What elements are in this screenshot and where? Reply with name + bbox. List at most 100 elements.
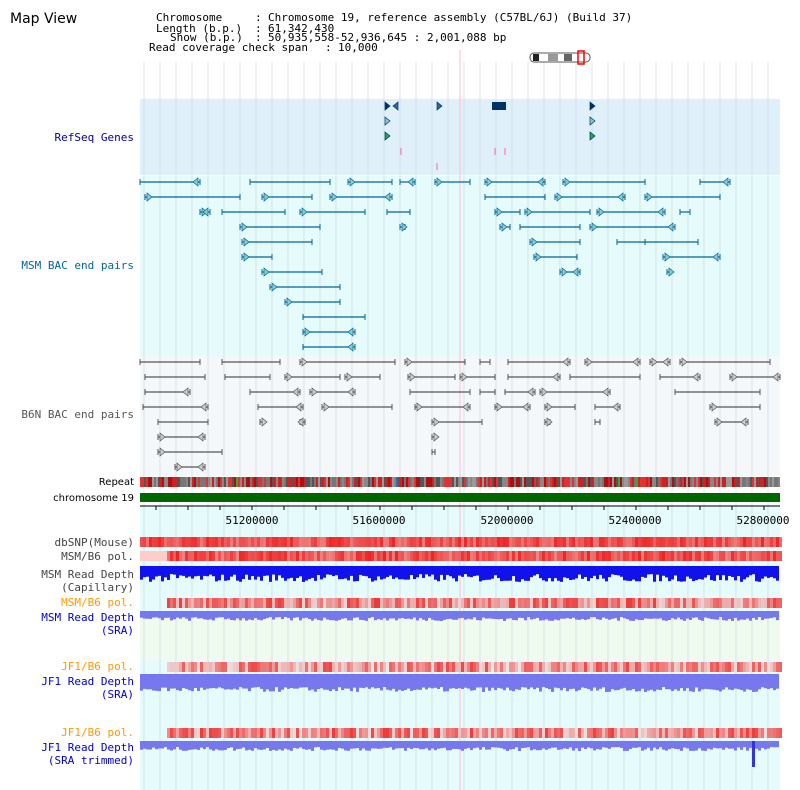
repeat-segment (588, 477, 590, 487)
bac-end-marker (731, 372, 738, 382)
heat-cell (302, 551, 305, 561)
heat-cell (692, 551, 695, 561)
depth-bar (155, 674, 158, 691)
b6n-bac-pairs-track[interactable] (139, 357, 781, 472)
heat-cell (215, 662, 218, 672)
heat-cell (653, 551, 656, 561)
heat-cell (644, 662, 647, 672)
repeat-segment (298, 477, 300, 487)
repeat-segment (198, 477, 200, 487)
heat-cell (200, 551, 203, 561)
heat-cell (398, 728, 401, 738)
heat-cell (671, 662, 674, 672)
depth-bar (218, 741, 221, 751)
repeat-segment (358, 477, 360, 487)
depth-bar (407, 566, 410, 580)
repeat-segment (572, 477, 574, 487)
heat-cell (380, 598, 383, 608)
label-msm-b6-pol-1: MSM/B6 pol. (61, 550, 134, 563)
heat-cell (560, 598, 563, 608)
refseq-genes-track[interactable] (384, 101, 596, 170)
depth-bar (152, 566, 155, 580)
heat-cell (461, 598, 464, 608)
repeat-segment (720, 477, 722, 487)
heat-cell (719, 662, 722, 672)
repeat-segment (534, 477, 536, 487)
depth-bar (533, 741, 536, 750)
heat-cell (719, 551, 722, 561)
bac-end-marker (301, 207, 308, 217)
depth-bar (443, 674, 446, 692)
repeat-segment (464, 477, 466, 487)
heat-cell (746, 537, 749, 547)
depth-bar (722, 741, 725, 750)
repeat-segment (468, 477, 470, 487)
heat-cell (722, 537, 725, 547)
depth-bar (530, 566, 533, 578)
heat-cell (182, 537, 185, 547)
heat-cell (308, 551, 311, 561)
heat-cell (638, 551, 641, 561)
heat-cell (182, 728, 185, 738)
heat-cell (485, 598, 488, 608)
heat-cell (287, 537, 290, 547)
heat-cell (329, 662, 332, 672)
heat-cell (602, 728, 605, 738)
heat-cell (587, 598, 590, 608)
repeat-segment (158, 477, 160, 487)
depth-bar (464, 611, 467, 620)
depth-bar (413, 741, 416, 748)
depth-bar (707, 741, 710, 749)
heat-cell (584, 537, 587, 547)
depth-bar (533, 566, 536, 576)
depth-bar (221, 566, 224, 575)
heat-cell (242, 537, 245, 547)
heat-cell (758, 662, 761, 672)
heat-cell (716, 537, 719, 547)
depth-bar (608, 611, 611, 620)
msm-bac-pairs-track[interactable] (139, 177, 731, 352)
depth-bar (218, 566, 221, 581)
heat-cell (767, 537, 770, 547)
depth-bar (359, 741, 362, 751)
axis-tick-label: 51200000 (226, 514, 279, 527)
depth-bar (524, 611, 527, 621)
label-jf1-depth-trim-1: JF1 Read Depth (41, 741, 134, 754)
heat-cell (329, 551, 332, 561)
heat-cell (269, 537, 272, 547)
depth-bar (431, 674, 434, 689)
depth-bar (386, 741, 389, 748)
heat-cell (569, 728, 572, 738)
depth-bar (425, 566, 428, 575)
heat-cell (524, 598, 527, 608)
depth-bar (311, 674, 314, 690)
depth-bar (647, 674, 650, 691)
bac-end-marker (146, 192, 153, 202)
depth-bar (416, 741, 419, 749)
bac-end-marker (711, 402, 718, 412)
depth-bar (554, 674, 557, 688)
depth-bar (314, 741, 317, 748)
depth-bar (566, 611, 569, 619)
chromosome-ideogram[interactable] (529, 50, 591, 65)
heat-cell (431, 598, 434, 608)
heat-cell (179, 551, 182, 561)
heat-cell (551, 728, 554, 738)
depth-bar (740, 566, 743, 582)
repeat-segment (608, 477, 610, 487)
heat-cell (248, 551, 251, 561)
heat-cell (356, 598, 359, 608)
heat-cell (332, 551, 335, 561)
depth-bar (221, 674, 224, 689)
depth-bar (305, 611, 308, 618)
heat-cell (311, 551, 314, 561)
depth-bar (365, 566, 368, 577)
heat-cell (410, 662, 413, 672)
heat-cell (512, 537, 515, 547)
heat-cell (275, 598, 278, 608)
repeat-segment (676, 477, 678, 487)
repeat-segment (416, 477, 418, 487)
heat-cell (440, 551, 443, 561)
heat-cell (503, 728, 506, 738)
heat-cell (551, 551, 554, 561)
